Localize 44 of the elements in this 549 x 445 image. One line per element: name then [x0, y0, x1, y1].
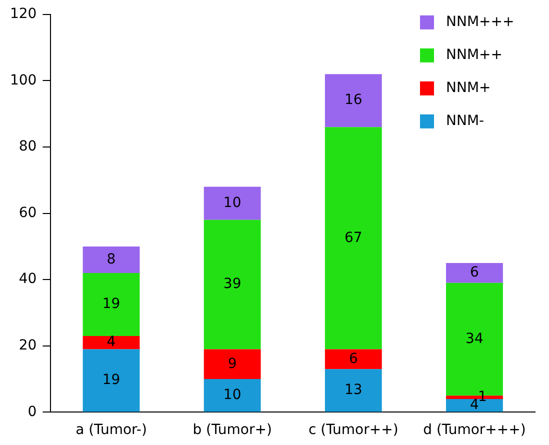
- data-label: 67: [344, 230, 362, 246]
- data-label: 10: [223, 194, 242, 211]
- data-label: 9: [228, 356, 237, 372]
- x-tick-label: c (Tumor++): [308, 422, 398, 438]
- y-tick-label: 80: [18, 138, 37, 155]
- bar: [82, 336, 140, 350]
- data-label: 1: [478, 388, 487, 405]
- data-label: 4: [470, 396, 480, 413]
- y-tick-label: 40: [18, 271, 37, 288]
- data-label: 19: [102, 372, 120, 388]
- data-label: 34: [466, 330, 484, 347]
- bar: [324, 127, 382, 350]
- legend-label: NNM+++: [446, 14, 514, 30]
- bar: [204, 220, 261, 350]
- data-label: 10: [223, 387, 242, 404]
- data-label: 4: [106, 334, 116, 350]
- legend-label: NNM++: [446, 47, 502, 64]
- bar: [324, 369, 382, 412]
- bar: [82, 246, 140, 273]
- x-tick-label: d (Tumor+++): [423, 422, 526, 438]
- data-label: 16: [344, 92, 362, 108]
- bar: [324, 349, 382, 370]
- bar: [204, 349, 261, 380]
- y-tick-label: 20: [18, 338, 37, 354]
- data-label: 13: [344, 382, 362, 398]
- x-tick-label: a (Tumor-): [76, 422, 147, 438]
- legend-label: NNM+: [446, 80, 491, 96]
- data-label: 19: [102, 296, 120, 312]
- bar: [82, 272, 140, 336]
- data-label: 6: [470, 264, 480, 281]
- x-tick-label: b (Tumor+): [192, 422, 272, 438]
- y-tick-label: 60: [18, 204, 37, 221]
- data-label: 6: [348, 350, 358, 367]
- y-tick-label: 120: [10, 6, 37, 22]
- bar: [446, 263, 503, 283]
- legend-label: NNM-: [446, 113, 484, 130]
- bar: [204, 379, 261, 412]
- bar: [204, 186, 261, 220]
- y-tick-label: 0: [28, 404, 37, 420]
- data-label: 39: [223, 276, 242, 292]
- data-label: 8: [106, 251, 116, 268]
- bar: [82, 349, 140, 412]
- y-tick-label: 100: [10, 72, 37, 88]
- bar: [324, 74, 382, 128]
